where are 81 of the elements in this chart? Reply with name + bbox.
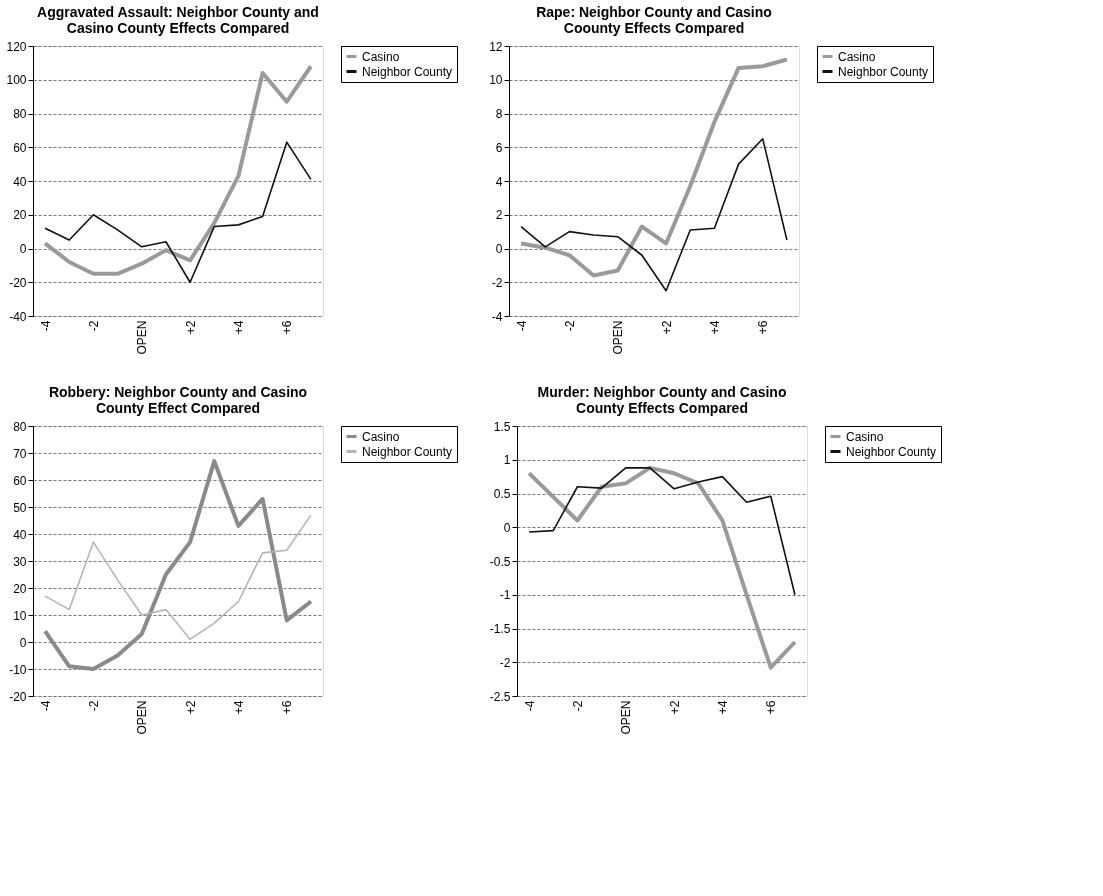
x-tick-label: -4 <box>38 700 53 712</box>
y-tick-label: 20 <box>13 581 27 596</box>
y-tick-label: -2.5 <box>489 689 511 704</box>
x-tick-label: +2 <box>667 700 682 715</box>
chart-title: Aggravated Assault: Neighbor County and Casino County Effects Compared <box>37 4 319 36</box>
line-series <box>44 141 312 284</box>
x-tick-label: OPEN <box>611 320 626 355</box>
x-tick-label: -4 <box>522 700 537 712</box>
y-tick-label: -1.5 <box>489 622 511 636</box>
x-tick-label: +6 <box>280 320 295 335</box>
x-tick-label: OPEN <box>619 700 634 735</box>
x-tick-label: +2 <box>659 320 674 335</box>
y-tick-label: 80 <box>13 419 27 434</box>
y-tick-label: 0 <box>495 242 503 256</box>
legend-label: Neighbor County <box>362 444 453 459</box>
x-tick-label: +6 <box>756 320 771 335</box>
legend-label: Casino <box>838 49 876 64</box>
x-tick-label: OPEN <box>135 700 150 735</box>
x-tick-label: -4 <box>38 320 53 332</box>
y-tick-label: 4 <box>495 174 503 189</box>
legend-label: Neighbor County <box>838 64 929 79</box>
y-tick-label: -2 <box>491 275 503 290</box>
y-tick-label: 100 <box>6 73 27 88</box>
line-series <box>528 467 796 596</box>
x-tick-label: +2 <box>183 320 198 335</box>
chart-title: Robbery: Neighbor County and Casino County Effect Compared <box>48 384 308 416</box>
y-tick-label: -20 <box>9 689 27 704</box>
line-series <box>520 138 788 292</box>
y-tick-label: 10 <box>489 73 503 88</box>
legend-label: Casino <box>846 429 884 444</box>
y-tick-label: 1.5 <box>493 419 511 434</box>
x-tick-label: +4 <box>715 700 730 715</box>
y-tick-label: 80 <box>13 107 27 121</box>
x-tick-label: +6 <box>764 700 779 715</box>
legend-label: Neighbor County <box>362 64 453 79</box>
x-tick-label: +6 <box>280 700 295 715</box>
line-series <box>43 64 313 276</box>
y-tick-label: -2 <box>499 655 511 670</box>
x-tick-label: +4 <box>231 320 246 335</box>
y-tick-label: 1 <box>503 453 511 468</box>
y-tick-label: 50 <box>13 500 27 515</box>
y-tick-label: 8 <box>495 107 503 121</box>
line-series <box>527 465 797 670</box>
x-tick-label: -2 <box>562 320 577 332</box>
x-tick-label: -2 <box>570 700 585 712</box>
y-tick-label: 60 <box>13 140 27 155</box>
y-tick-label: 70 <box>13 446 27 461</box>
y-tick-label: -40 <box>9 309 27 324</box>
y-tick-label: 20 <box>13 208 27 223</box>
x-tick-label: -2 <box>86 320 101 332</box>
line-series <box>44 514 312 641</box>
chart-title: Murder: Neighbor County and Casino County Effects Compared <box>537 384 787 416</box>
y-tick-label: 6 <box>495 140 503 155</box>
legend-label: Casino <box>362 49 400 64</box>
y-tick-label: -20 <box>9 275 27 290</box>
y-tick-label: 10 <box>13 608 27 623</box>
y-tick-label: 30 <box>13 554 27 569</box>
y-tick-label: -0.5 <box>489 554 511 569</box>
y-tick-label: 60 <box>13 473 27 488</box>
x-tick-label: +4 <box>231 700 246 715</box>
y-tick-label: 12 <box>489 39 503 54</box>
legend-label: Casino <box>362 429 400 444</box>
legend-label: Neighbor County <box>846 444 937 459</box>
y-tick-label: 2 <box>495 208 503 223</box>
y-tick-label: -10 <box>9 662 27 677</box>
y-tick-label: 0 <box>503 520 511 535</box>
y-tick-label: -1 <box>499 588 511 603</box>
x-tick-label: -2 <box>86 700 101 712</box>
x-tick-label: +4 <box>707 320 722 335</box>
x-tick-label: OPEN <box>135 320 150 355</box>
x-tick-label: -4 <box>514 320 529 332</box>
chart-title: Rape: Neighbor County and Casino Coounty Effects Compared <box>536 4 772 36</box>
y-tick-label: 0 <box>19 242 27 256</box>
y-tick-label: 40 <box>13 527 27 542</box>
y-tick-label: 40 <box>13 174 27 189</box>
x-tick-label: +2 <box>183 700 198 715</box>
y-tick-label: 0 <box>19 635 27 650</box>
line-series <box>519 57 789 278</box>
line-series <box>43 459 313 671</box>
y-tick-label: 0.5 <box>493 487 511 501</box>
y-tick-label: 120 <box>6 39 27 54</box>
